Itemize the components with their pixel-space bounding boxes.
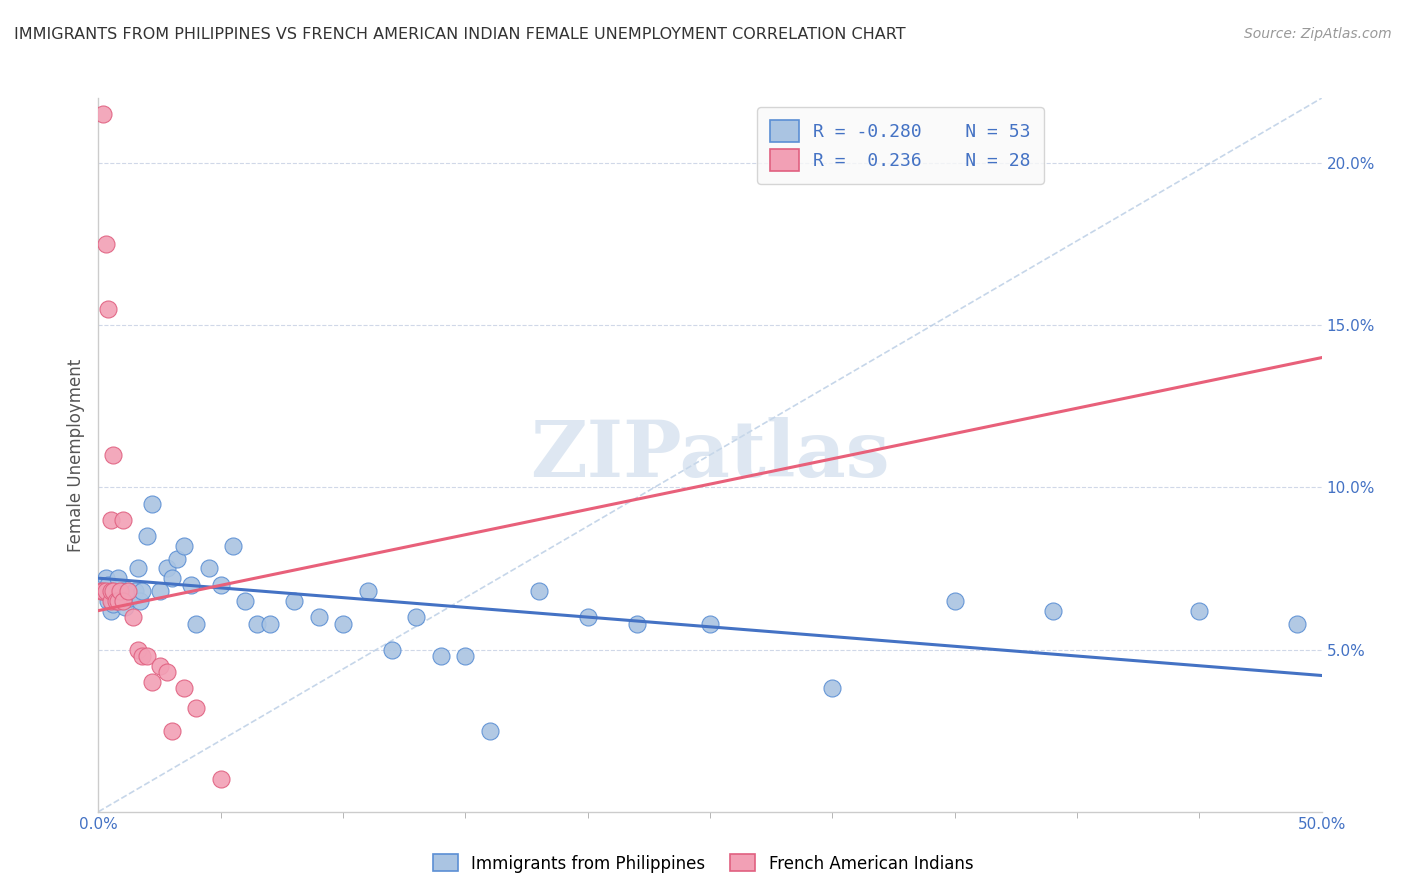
- Legend: Immigrants from Philippines, French American Indians: Immigrants from Philippines, French Amer…: [426, 847, 980, 880]
- Point: [356, 584, 378, 599]
- Text: ZIPatlas: ZIPatlas: [530, 417, 890, 493]
- Point: [156, 561, 179, 575]
- Point: [576, 610, 599, 624]
- Point: [1188, 604, 1211, 618]
- Point: [90, 584, 112, 599]
- Point: [180, 577, 202, 591]
- Point: [136, 529, 159, 543]
- Point: [527, 584, 550, 599]
- Point: [121, 610, 143, 624]
- Point: [381, 642, 404, 657]
- Point: [1042, 604, 1064, 618]
- Point: [97, 301, 120, 316]
- Point: [131, 648, 153, 663]
- Point: [160, 571, 183, 585]
- Point: [166, 551, 188, 566]
- Point: [332, 616, 354, 631]
- Y-axis label: Female Unemployment: Female Unemployment: [66, 359, 84, 551]
- Point: [283, 594, 305, 608]
- Point: [107, 571, 129, 585]
- Point: [94, 584, 117, 599]
- Point: [141, 675, 163, 690]
- Point: [246, 616, 269, 631]
- Point: [149, 658, 172, 673]
- Point: [111, 584, 134, 599]
- Point: [101, 584, 124, 599]
- Point: [110, 591, 132, 605]
- Point: [821, 681, 844, 696]
- Point: [209, 577, 232, 591]
- Point: [91, 107, 114, 121]
- Point: [104, 584, 127, 599]
- Point: [107, 594, 129, 608]
- Point: [127, 642, 149, 657]
- Point: [197, 561, 219, 575]
- Point: [91, 584, 114, 599]
- Point: [101, 597, 124, 611]
- Point: [1286, 616, 1309, 631]
- Point: [131, 584, 153, 599]
- Point: [104, 594, 127, 608]
- Point: [186, 616, 208, 631]
- Point: [111, 594, 134, 608]
- Point: [308, 610, 330, 624]
- Point: [454, 648, 477, 663]
- Point: [209, 772, 232, 787]
- Point: [156, 665, 179, 680]
- Point: [943, 594, 966, 608]
- Point: [141, 497, 163, 511]
- Point: [117, 584, 139, 599]
- Point: [100, 584, 122, 599]
- Point: [233, 594, 256, 608]
- Point: [149, 584, 172, 599]
- Point: [114, 600, 136, 615]
- Point: [111, 513, 134, 527]
- Point: [699, 616, 721, 631]
- Point: [129, 594, 152, 608]
- Point: [626, 616, 648, 631]
- Point: [259, 616, 281, 631]
- Point: [136, 648, 159, 663]
- Text: Source: ZipAtlas.com: Source: ZipAtlas.com: [1244, 27, 1392, 41]
- Point: [111, 594, 134, 608]
- Point: [173, 681, 195, 696]
- Point: [100, 604, 122, 618]
- Point: [110, 584, 132, 599]
- Point: [160, 723, 183, 738]
- Point: [94, 571, 117, 585]
- Point: [478, 723, 501, 738]
- Text: IMMIGRANTS FROM PHILIPPINES VS FRENCH AMERICAN INDIAN FEMALE UNEMPLOYMENT CORREL: IMMIGRANTS FROM PHILIPPINES VS FRENCH AM…: [14, 27, 905, 42]
- Point: [100, 591, 122, 605]
- Point: [100, 513, 122, 527]
- Point: [91, 584, 114, 599]
- Point: [101, 448, 124, 462]
- Point: [97, 577, 120, 591]
- Point: [94, 237, 117, 252]
- Point: [101, 584, 124, 599]
- Point: [405, 610, 427, 624]
- Point: [117, 584, 139, 599]
- Point: [222, 539, 245, 553]
- Point: [124, 584, 146, 599]
- Point: [186, 701, 208, 715]
- Legend: R = -0.280    N = 53, R =  0.236    N = 28: R = -0.280 N = 53, R = 0.236 N = 28: [758, 107, 1043, 184]
- Point: [173, 539, 195, 553]
- Point: [97, 594, 120, 608]
- Point: [127, 561, 149, 575]
- Point: [430, 648, 453, 663]
- Point: [100, 594, 122, 608]
- Point: [120, 591, 142, 605]
